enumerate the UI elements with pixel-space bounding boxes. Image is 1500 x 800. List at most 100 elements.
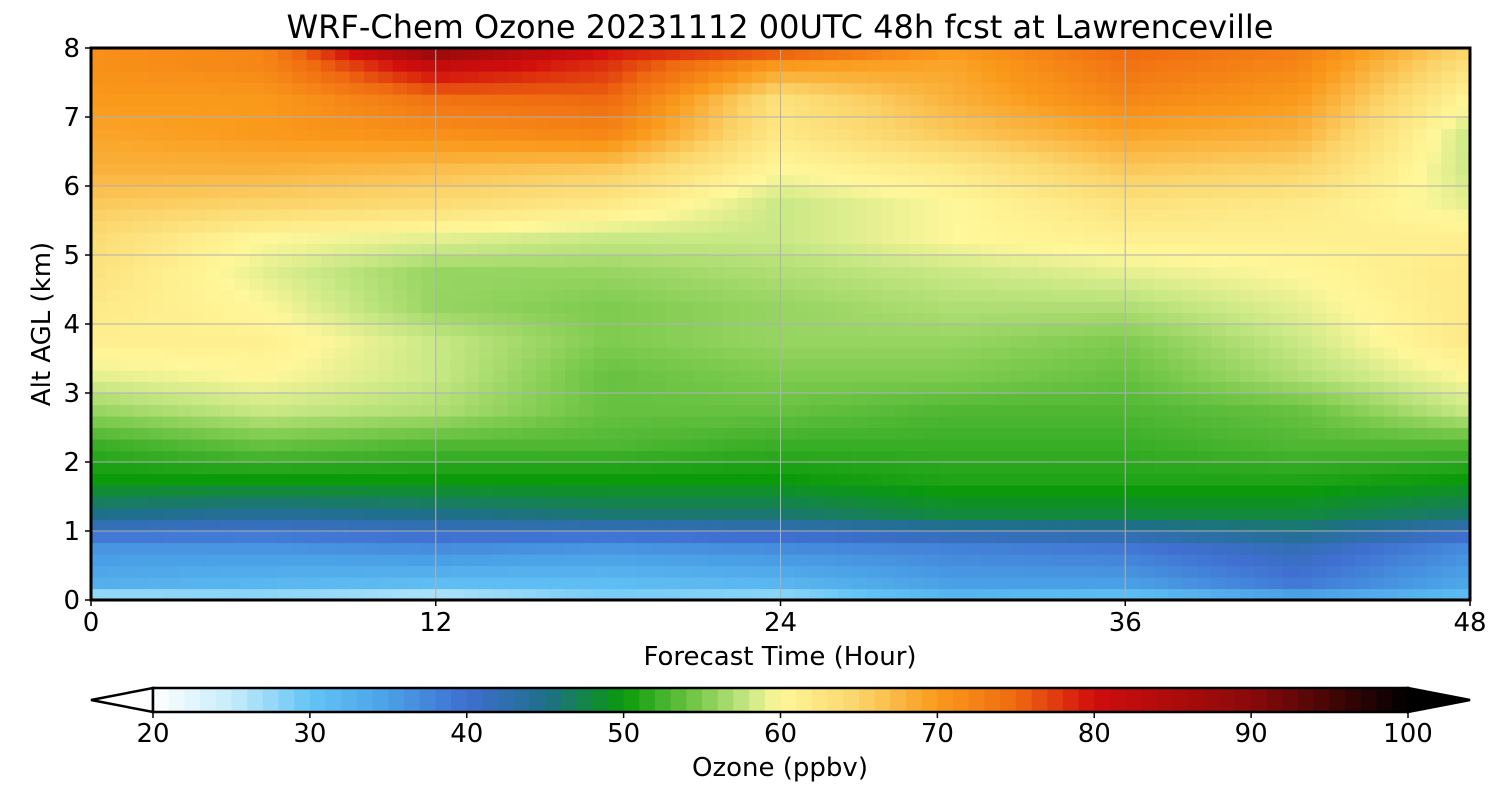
heatmap-cell bbox=[1024, 565, 1040, 578]
heatmap-cell bbox=[636, 531, 652, 544]
heatmap-cell bbox=[1053, 554, 1069, 567]
heatmap-cell bbox=[306, 151, 322, 164]
heatmap-cell bbox=[837, 531, 853, 544]
heatmap-cell bbox=[162, 220, 178, 233]
heatmap-cell bbox=[277, 232, 293, 245]
heatmap-cell bbox=[981, 519, 997, 532]
heatmap-cell bbox=[737, 542, 753, 555]
heatmap-cell bbox=[924, 427, 940, 440]
heatmap-cell bbox=[363, 404, 379, 417]
heatmap-cell bbox=[220, 381, 236, 394]
heatmap-cell bbox=[1254, 450, 1270, 463]
heatmap-cell bbox=[1412, 163, 1428, 176]
heatmap-cell bbox=[881, 381, 897, 394]
heatmap-cell bbox=[1297, 462, 1313, 475]
colorbar-tick-label: 70 bbox=[921, 719, 954, 749]
heatmap-cell bbox=[1153, 485, 1169, 498]
heatmap-cell bbox=[1024, 324, 1040, 337]
heatmap-cell bbox=[852, 358, 868, 371]
heatmap-cell bbox=[766, 462, 782, 475]
heatmap-cell bbox=[995, 554, 1011, 567]
heatmap-cell bbox=[363, 82, 379, 95]
heatmap-cell bbox=[1125, 554, 1141, 567]
heatmap-cell bbox=[421, 59, 437, 72]
heatmap-cell bbox=[1125, 588, 1141, 600]
heatmap-cell bbox=[478, 324, 494, 337]
heatmap-cell bbox=[852, 427, 868, 440]
heatmap-cell bbox=[938, 163, 954, 176]
heatmap-cell bbox=[1168, 370, 1184, 383]
heatmap-cell bbox=[952, 324, 968, 337]
heatmap-cell bbox=[1197, 427, 1213, 440]
heatmap-cell bbox=[234, 289, 250, 302]
heatmap-cell bbox=[608, 565, 624, 578]
heatmap-cell bbox=[478, 151, 494, 164]
heatmap-cell bbox=[292, 289, 308, 302]
heatmap-cell bbox=[249, 59, 264, 72]
heatmap-cell bbox=[220, 393, 236, 406]
heatmap-cell bbox=[1398, 508, 1414, 521]
heatmap-cell bbox=[205, 577, 221, 590]
colorbar-swatch bbox=[388, 688, 405, 712]
heatmap-cell bbox=[895, 381, 911, 394]
heatmap-cell bbox=[866, 105, 882, 118]
heatmap-cell bbox=[191, 59, 207, 72]
heatmap-cell bbox=[119, 255, 135, 268]
heatmap-cell bbox=[277, 243, 293, 256]
heatmap-cell bbox=[1268, 462, 1284, 475]
heatmap-cell bbox=[737, 577, 753, 590]
heatmap-cell bbox=[852, 508, 868, 521]
heatmap-cell bbox=[1383, 163, 1399, 176]
heatmap-cell bbox=[536, 485, 552, 498]
heatmap-cell bbox=[1067, 531, 1083, 544]
heatmap-cell bbox=[794, 577, 810, 590]
heatmap-cell bbox=[1197, 358, 1213, 371]
heatmap-cell bbox=[1010, 48, 1026, 61]
heatmap-cell bbox=[852, 531, 868, 544]
heatmap-cell bbox=[924, 278, 940, 291]
heatmap-cell bbox=[1283, 577, 1299, 590]
heatmap-cell bbox=[464, 59, 480, 72]
heatmap-cell bbox=[1211, 496, 1227, 509]
heatmap-cell bbox=[1211, 59, 1227, 72]
heatmap-cell bbox=[119, 82, 135, 95]
heatmap-cell bbox=[651, 508, 667, 521]
heatmap-cell bbox=[478, 370, 494, 383]
heatmap-cell bbox=[464, 71, 480, 84]
heatmap-cell bbox=[565, 531, 580, 544]
heatmap-cell bbox=[234, 324, 250, 337]
heatmap-cell bbox=[967, 243, 983, 256]
heatmap-cell bbox=[1326, 531, 1342, 544]
heatmap-cell bbox=[565, 485, 580, 498]
heatmap-cell bbox=[794, 174, 810, 187]
heatmap-cell bbox=[1053, 312, 1069, 325]
heatmap-cell bbox=[924, 232, 940, 245]
heatmap-cell bbox=[1340, 416, 1356, 429]
heatmap-cell bbox=[1297, 163, 1313, 176]
heatmap-cell bbox=[1426, 151, 1442, 164]
heatmap-cell bbox=[1197, 542, 1213, 555]
heatmap-cell bbox=[909, 439, 925, 452]
heatmap-cell bbox=[478, 174, 494, 187]
heatmap-cell bbox=[177, 186, 193, 199]
heatmap-cell bbox=[119, 117, 135, 130]
heatmap-cell bbox=[981, 404, 997, 417]
heatmap-cell bbox=[967, 186, 983, 199]
heatmap-cell bbox=[363, 197, 379, 210]
heatmap-cell bbox=[521, 243, 537, 256]
heatmap-cell bbox=[780, 243, 796, 256]
heatmap-cell bbox=[1039, 289, 1055, 302]
heatmap-cell bbox=[335, 232, 351, 245]
heatmap-cell bbox=[967, 393, 983, 406]
heatmap-cell bbox=[565, 324, 580, 337]
heatmap-cell bbox=[536, 588, 552, 600]
heatmap-cell bbox=[1283, 588, 1299, 600]
heatmap-cell bbox=[205, 519, 221, 532]
heatmap-cell bbox=[1455, 531, 1470, 544]
heatmap-cell bbox=[464, 554, 480, 567]
heatmap-cell bbox=[478, 588, 494, 600]
heatmap-cell bbox=[1283, 565, 1299, 578]
heatmap-cell bbox=[119, 232, 135, 245]
heatmap-cell bbox=[134, 370, 150, 383]
heatmap-cell bbox=[435, 289, 451, 302]
